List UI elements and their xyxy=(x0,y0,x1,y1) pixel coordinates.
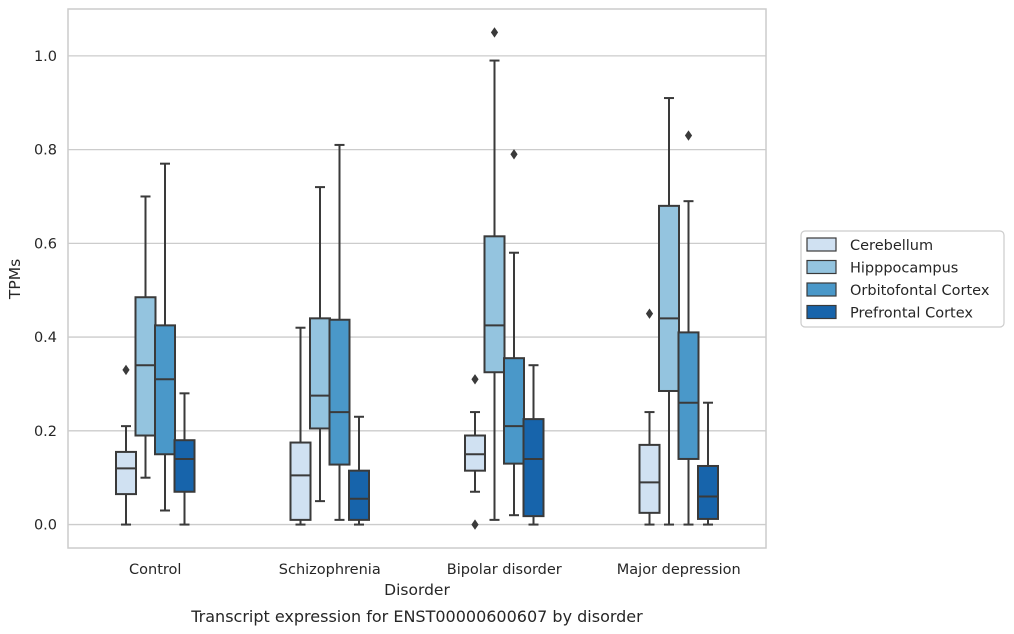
box xyxy=(115,364,137,526)
legend-item: Prefrontal Cortex xyxy=(806,304,973,322)
legend: Cerebellum Hipppocampus Orbitofontal Corte… xyxy=(800,230,1005,328)
outlier-point xyxy=(471,374,479,385)
legend-frame xyxy=(800,230,1005,328)
category-group xyxy=(289,143,370,526)
legend-item: Hipppocampus xyxy=(806,259,958,277)
box-iqr xyxy=(173,439,196,493)
outlier-point xyxy=(684,130,693,141)
y-tick-label: 1.0 xyxy=(34,49,57,65)
box xyxy=(638,308,661,526)
y-axis-label: TPMs xyxy=(6,259,24,300)
box-iqr xyxy=(309,317,331,430)
x-tick-labels: Control Schizophrenia Bipolar disorder Majo… xyxy=(129,562,741,578)
box-iqr xyxy=(697,464,719,520)
legend-swatch xyxy=(806,259,837,275)
box-iqr xyxy=(348,469,370,521)
x-tick-label: Bipolar disorder xyxy=(447,562,562,578)
outlier-point xyxy=(510,149,518,160)
legend-label: Prefrontal Cortex xyxy=(850,306,973,322)
x-tick-label: Control xyxy=(129,562,181,578)
box-iqr xyxy=(328,318,351,466)
box xyxy=(154,162,176,512)
box-iqr xyxy=(503,357,525,465)
outlier-point xyxy=(471,519,479,530)
plot-frame xyxy=(67,8,767,549)
outlier-point xyxy=(645,308,654,319)
y-tick-label: 0.4 xyxy=(34,330,57,346)
box xyxy=(677,130,700,526)
box xyxy=(173,392,196,526)
category-group xyxy=(464,27,545,530)
box-iqr xyxy=(658,204,680,392)
box xyxy=(464,374,486,530)
y-tick-label: 0.2 xyxy=(34,424,57,440)
category-group xyxy=(115,162,196,526)
chart-caption: Transcript expression for ENST0000060060… xyxy=(190,607,643,626)
box xyxy=(503,149,525,517)
box-iqr xyxy=(289,441,312,521)
box-iqr xyxy=(464,434,486,472)
legend-label: Cerebellum xyxy=(850,238,933,254)
y-tick-label: 0.0 xyxy=(34,518,57,534)
y-tick-label: 0.6 xyxy=(34,236,57,252)
box-iqr xyxy=(638,443,661,514)
legend-item: Orbitofontal Cortex xyxy=(806,282,990,299)
box xyxy=(328,143,351,521)
x-axis-label: Disorder xyxy=(384,581,450,599)
y-tick-labels: 0.0 0.2 0.4 0.6 0.8 1.0 xyxy=(34,49,57,534)
box xyxy=(522,364,545,526)
box-plots xyxy=(115,27,719,530)
box xyxy=(658,97,680,526)
legend-label: Hipppocampus xyxy=(850,261,958,277)
legend-swatch xyxy=(806,237,837,252)
box-iqr xyxy=(134,296,157,437)
legend-swatch xyxy=(806,304,837,320)
box xyxy=(134,195,157,479)
x-tick-label: Major depression xyxy=(617,562,741,578)
box xyxy=(309,186,331,503)
legend-item: Cerebellum xyxy=(806,237,933,254)
box xyxy=(289,326,312,526)
x-tick-label: Schizophrenia xyxy=(279,562,381,578)
box-iqr xyxy=(154,324,176,456)
box-iqr xyxy=(115,450,137,496)
outlier-point xyxy=(490,27,499,38)
box-iqr xyxy=(483,235,506,374)
box-iqr xyxy=(522,418,545,518)
legend-label: Orbitofontal Cortex xyxy=(850,283,990,299)
box xyxy=(697,401,719,526)
legend-swatch xyxy=(806,282,837,297)
box xyxy=(348,415,370,526)
box-iqr xyxy=(677,331,700,460)
category-group xyxy=(638,97,719,526)
box xyxy=(483,27,506,521)
y-tick-label: 0.8 xyxy=(34,143,57,159)
outlier-point xyxy=(122,364,130,376)
